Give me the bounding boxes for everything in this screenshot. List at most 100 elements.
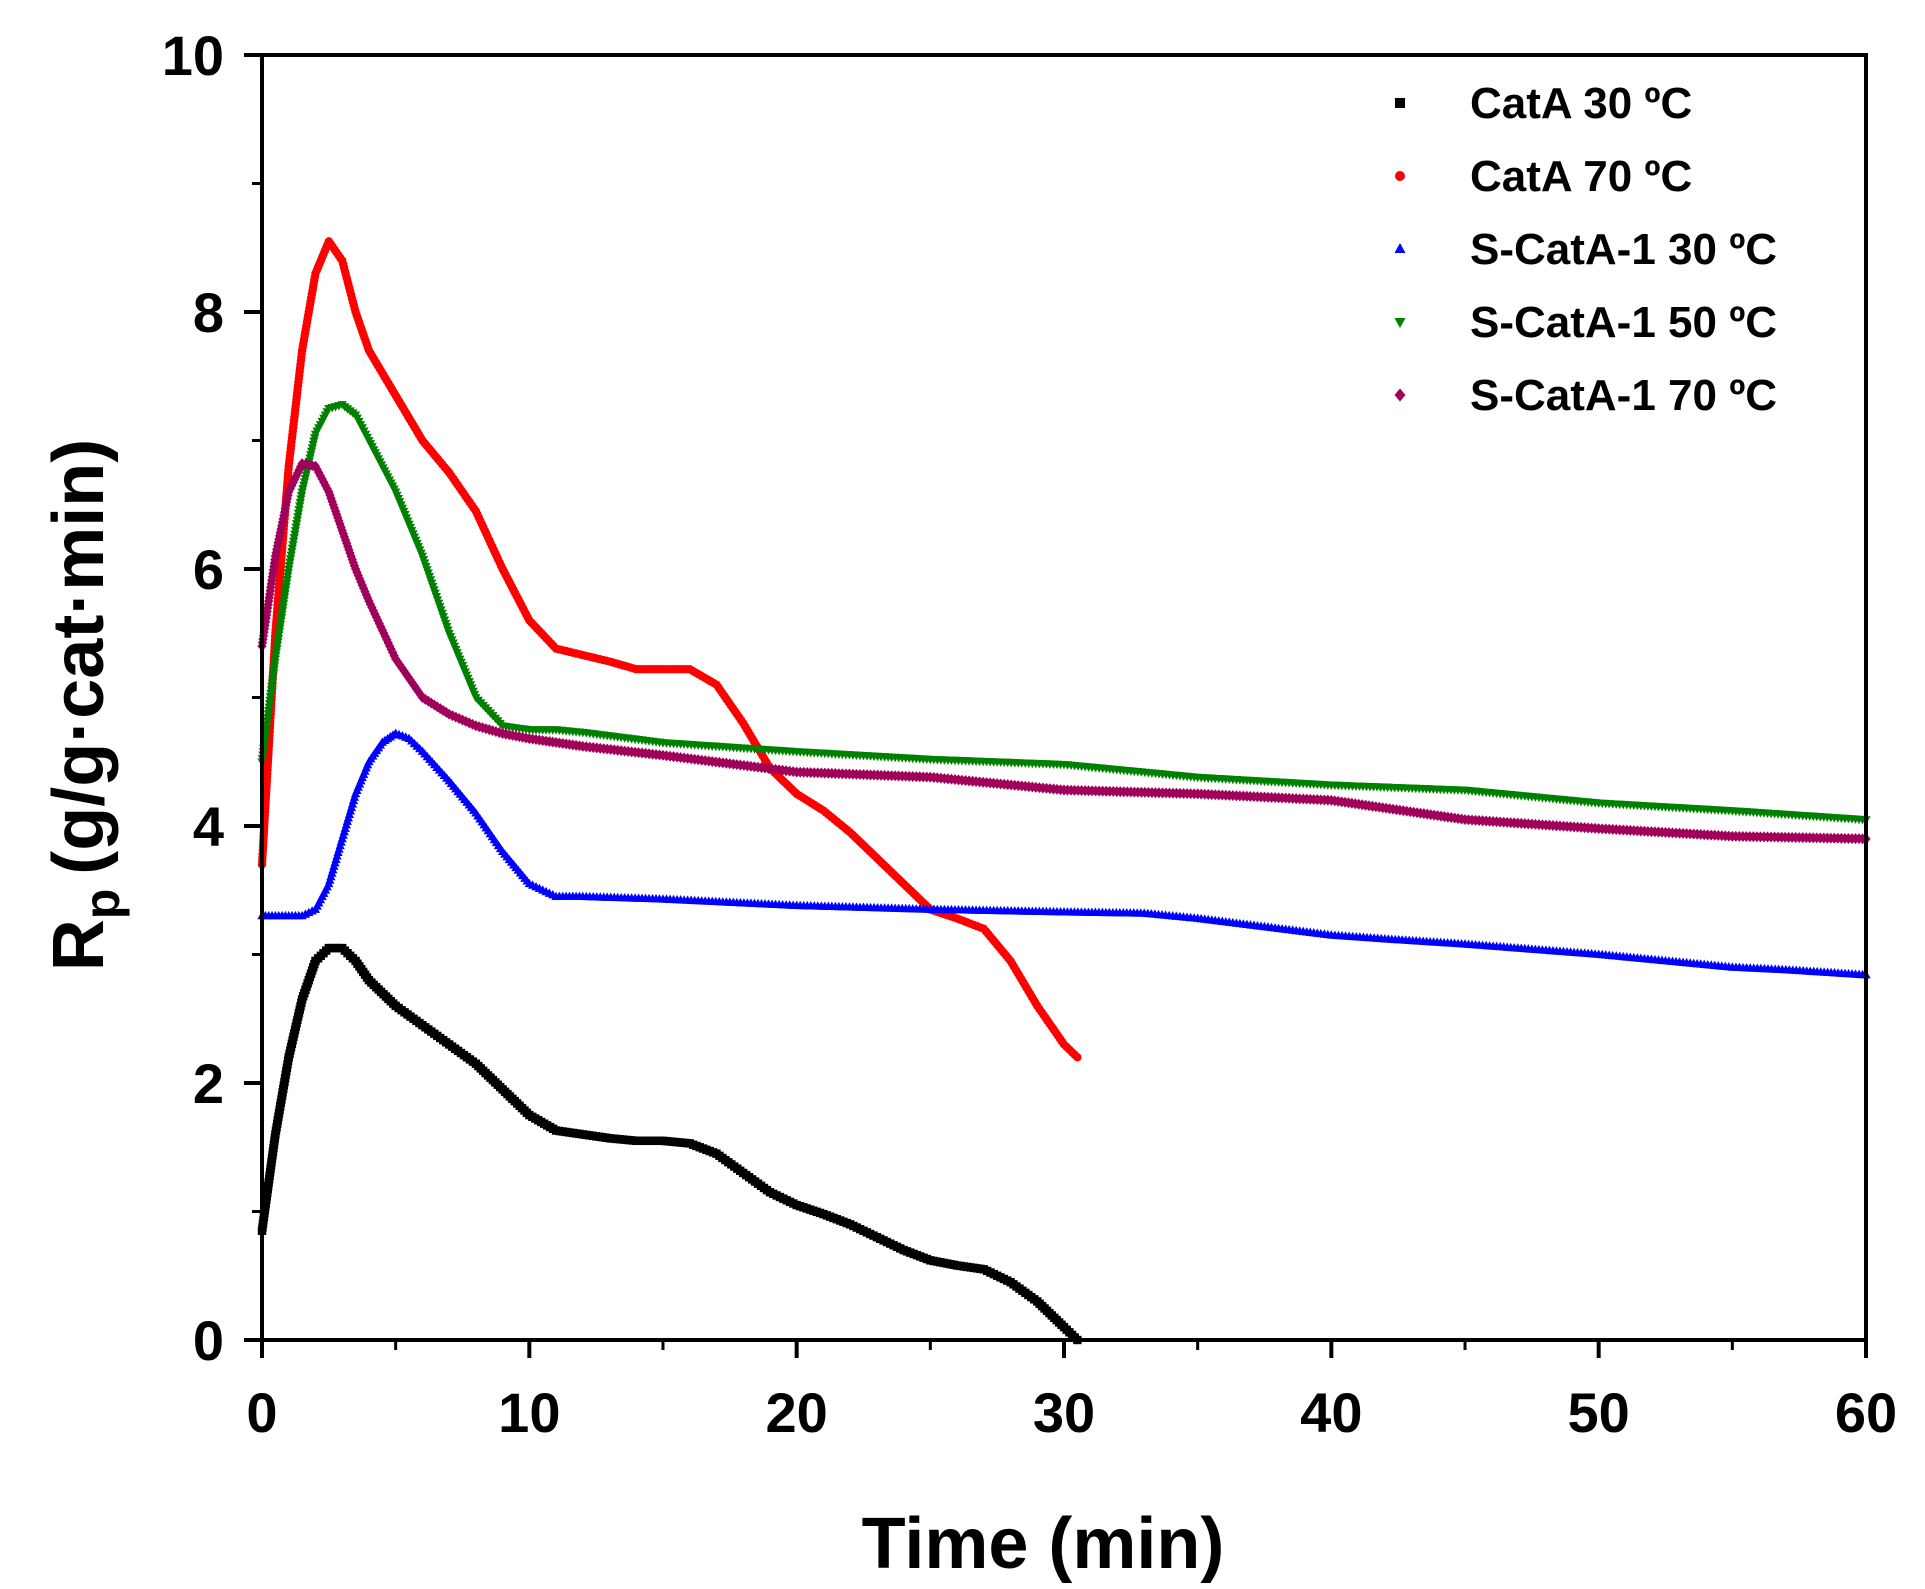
series-marker (269, 662, 280, 671)
series-marker (270, 655, 280, 664)
x-tick-label: 20 (766, 1381, 828, 1444)
series-marker (276, 617, 286, 626)
series-marker (275, 624, 285, 633)
series-marker (292, 516, 302, 525)
series-marker (269, 665, 279, 675)
series-marker (273, 634, 284, 644)
series-marker (266, 686, 276, 695)
x-tick-label: 50 (1568, 1381, 1630, 1444)
series-marker (289, 534, 299, 543)
series-marker (270, 659, 280, 668)
series-marker (293, 513, 303, 522)
legend-label: S-CatA-1 50 ºC (1470, 298, 1777, 347)
y-tick-label: 0 (193, 1309, 224, 1372)
series-marker (263, 713, 273, 723)
legend-label: CatA 70 ºC (1470, 152, 1692, 201)
series-marker (290, 527, 301, 536)
series-marker (286, 551, 296, 561)
y-axis-title-main: R (39, 919, 119, 971)
y-tick-label: 10 (162, 24, 224, 87)
series-marker (284, 565, 294, 575)
x-axis-title: Time (min) (862, 1504, 1225, 1584)
series-marker (287, 544, 297, 554)
series-marker (295, 499, 305, 508)
series-marker (295, 502, 305, 511)
series-marker (277, 607, 288, 616)
x-tick-label: 60 (1835, 1381, 1897, 1444)
series-marker (282, 576, 292, 585)
series-marker (265, 696, 275, 706)
series-3 (257, 728, 1871, 979)
series-marker (296, 495, 306, 504)
y-tick-label: 4 (193, 795, 224, 858)
legend-marker (1394, 243, 1406, 253)
series-marker (282, 579, 292, 588)
series-marker (291, 523, 301, 532)
series-marker (283, 572, 293, 581)
series-1 (257, 943, 1082, 1345)
series-marker (264, 703, 274, 712)
series-marker (272, 641, 283, 651)
series-marker (276, 614, 287, 623)
series-marker (290, 530, 300, 539)
series-marker (263, 710, 273, 719)
series-marker (287, 548, 297, 557)
series-5 (257, 458, 1871, 845)
legend-marker (1395, 98, 1405, 108)
series-marker (275, 620, 286, 630)
svg-text:Rp(g/g·cat·min): Rp (g/g·cat·min) (39, 439, 130, 971)
series-marker (266, 689, 276, 699)
series-marker (268, 676, 278, 685)
x-tick-label: 10 (498, 1381, 560, 1444)
series-marker (278, 603, 288, 613)
x-tick-label: 0 (246, 1381, 277, 1444)
legend-marker (1394, 388, 1406, 402)
y-tick-label: 2 (193, 1052, 224, 1115)
legend-marker (1394, 318, 1406, 328)
series-marker (271, 652, 281, 661)
series-marker (271, 648, 282, 658)
series-marker (1073, 1053, 1082, 1062)
series-marker (261, 724, 272, 733)
series-marker (264, 700, 275, 709)
series-marker (277, 610, 287, 620)
series-marker (268, 669, 279, 678)
y-tick-label: 6 (193, 538, 224, 601)
legend-label: CatA 30 ºC (1470, 79, 1692, 128)
legend-marker (1395, 171, 1405, 181)
y-axis-title-units: (g/g·cat·min) (39, 439, 119, 875)
y-axis-title: Rp (g/g·cat·min) (39, 439, 130, 971)
series-marker (284, 562, 294, 571)
series-marker (280, 589, 290, 599)
series-marker (281, 586, 291, 595)
series-marker (279, 596, 289, 606)
series-marker (273, 638, 283, 647)
series-marker (262, 717, 272, 726)
series-marker (262, 720, 272, 730)
series-marker (280, 593, 290, 602)
series-marker (268, 672, 278, 682)
legend: CatA 30 ºC CatA 70 ºC S-CatA-1 30 ºC S-CatA… (1394, 79, 1777, 420)
series-marker (274, 631, 284, 640)
x-tick-label: 40 (1300, 1381, 1362, 1444)
series-4 (257, 401, 1871, 825)
series-marker (288, 541, 298, 550)
series-marker (267, 683, 277, 692)
series-marker (292, 520, 302, 529)
legend-label: S-CatA-1 30 ºC (1470, 225, 1777, 274)
y-axis-title-subscript: p (74, 889, 130, 920)
x-tick-label: 30 (1033, 1381, 1095, 1444)
series-marker (285, 555, 296, 564)
series-marker (285, 558, 295, 568)
plot-frame (260, 53, 1868, 1342)
series-marker (296, 492, 307, 501)
series-marker (283, 569, 293, 578)
legend-label: S-CatA-1 70 ºC (1470, 371, 1777, 420)
series-marker (288, 537, 299, 547)
series-marker (274, 627, 285, 637)
series-marker (265, 693, 276, 702)
series-marker (278, 600, 289, 609)
y-tick-label: 8 (193, 281, 224, 344)
series-marker (272, 645, 282, 654)
series-marker (294, 506, 304, 515)
